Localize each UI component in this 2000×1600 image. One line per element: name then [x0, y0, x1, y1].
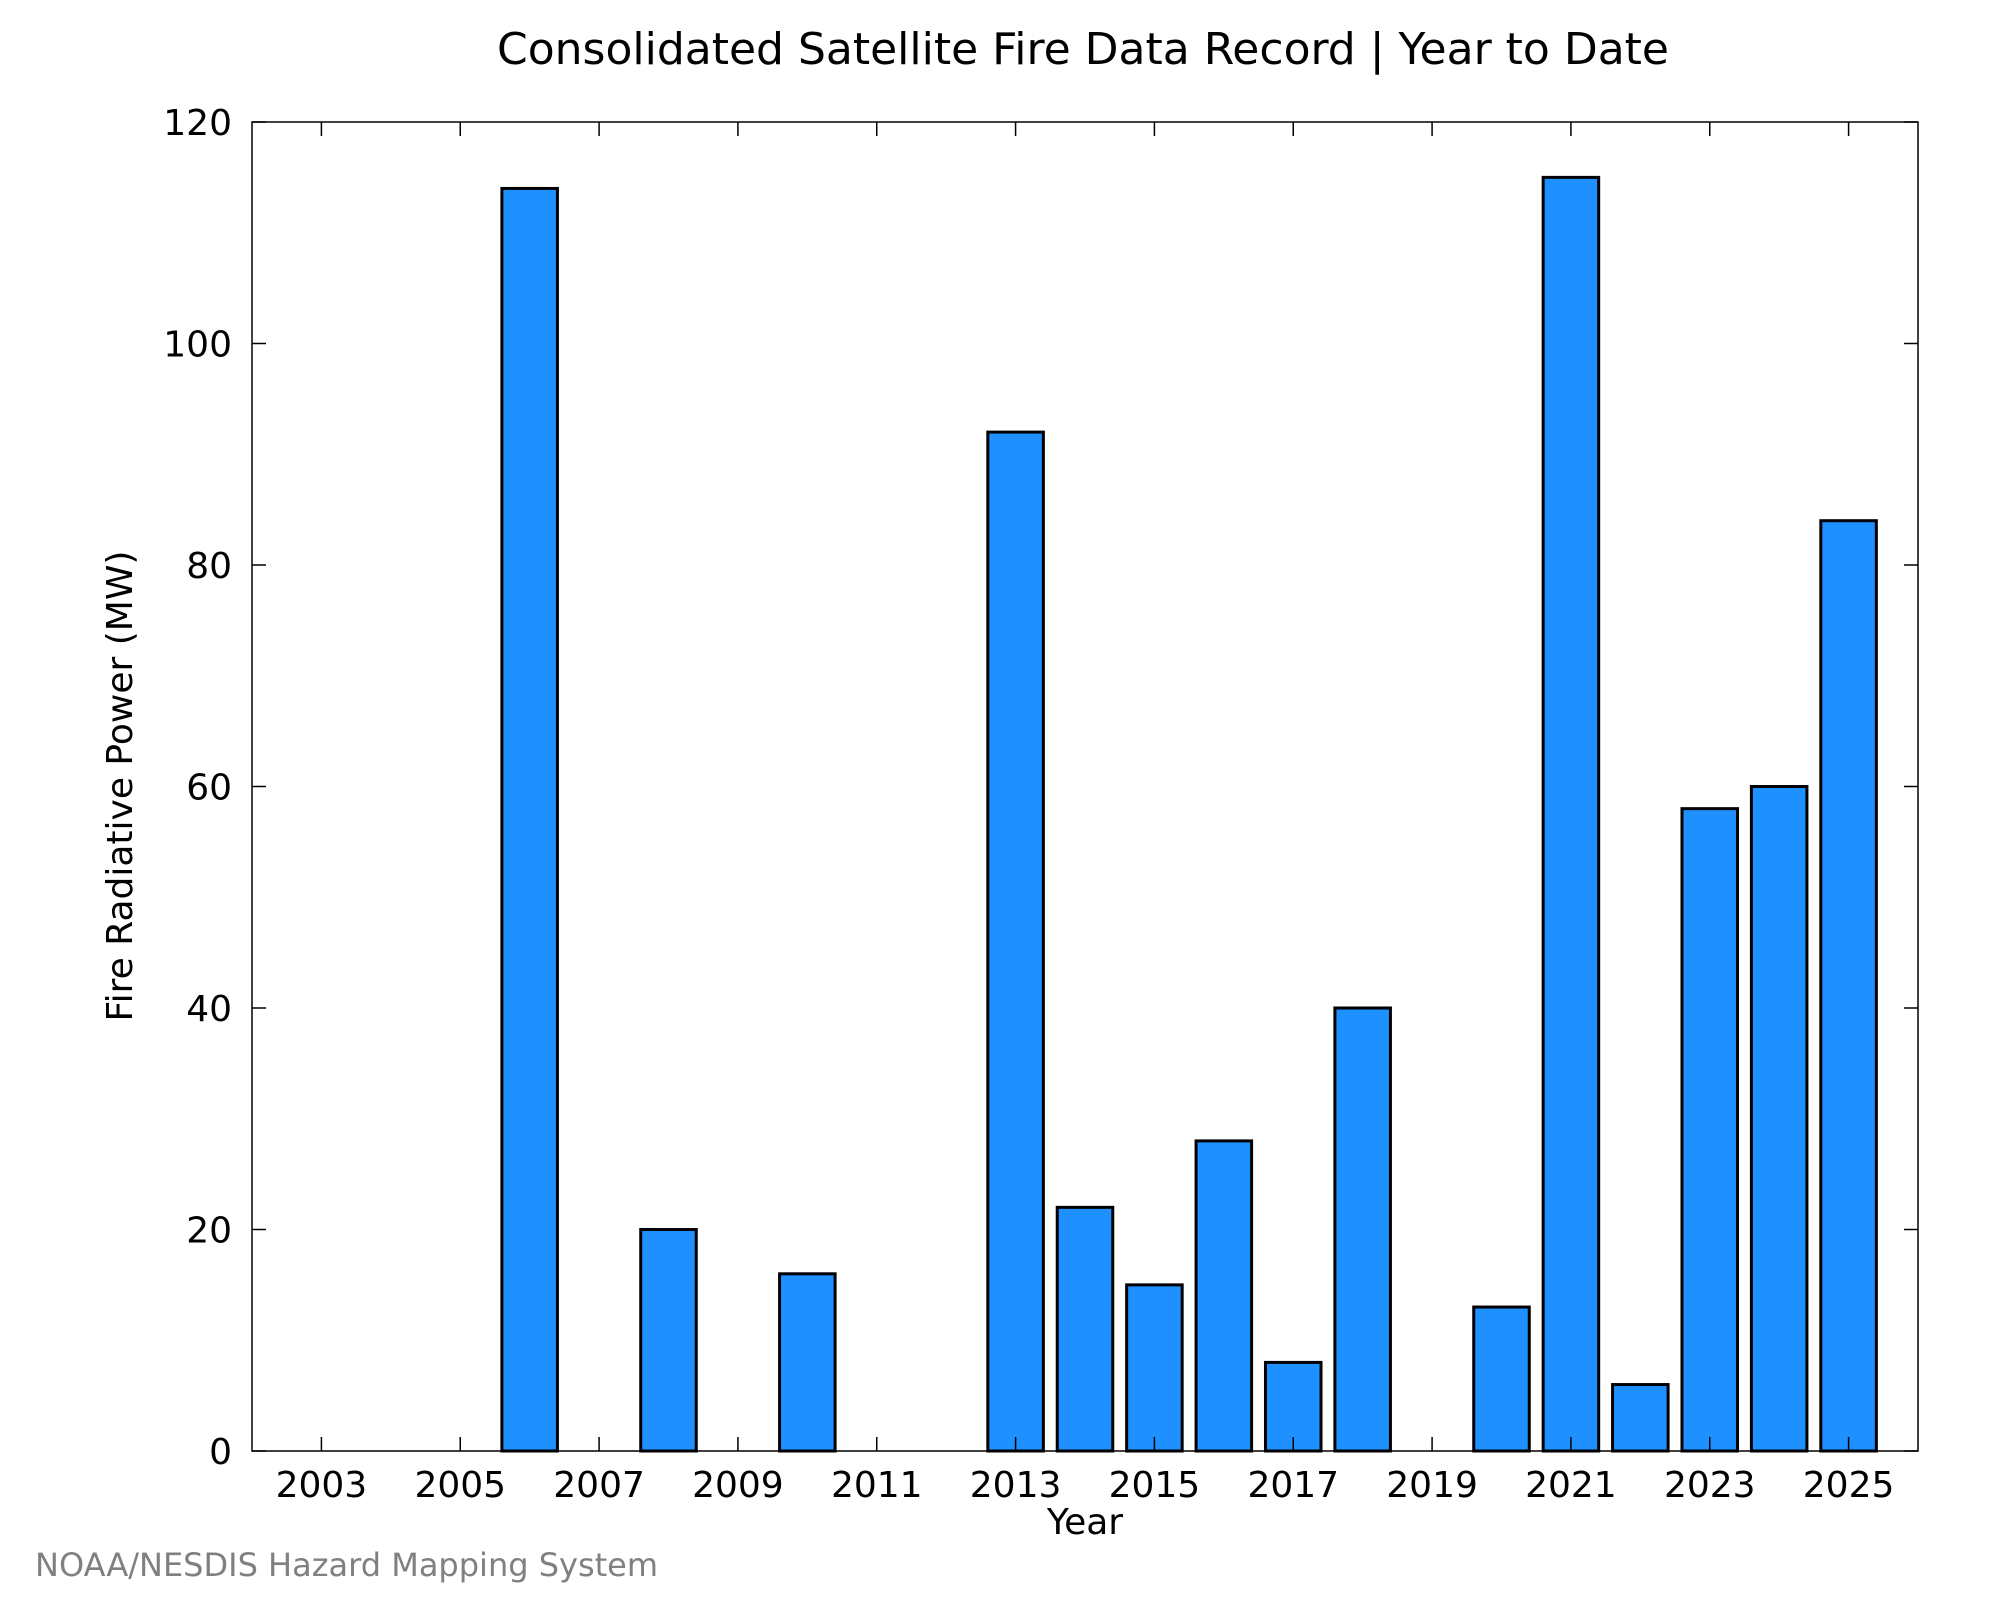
- y-tick-label: 100: [163, 325, 232, 366]
- bar-2010: [778, 1272, 837, 1453]
- bar-2021: [1541, 175, 1601, 1453]
- bar-2023: [1680, 807, 1740, 1453]
- bar-2020: [1472, 1305, 1531, 1453]
- chart-title: Consolidated Satellite Fire Data Record …: [497, 24, 1669, 75]
- bar-2006: [500, 186, 559, 1453]
- bar-2025: [1819, 519, 1878, 1453]
- x-tick-label: 2005: [414, 1465, 506, 1506]
- plot-area: [251, 121, 1919, 1453]
- bar-2024: [1749, 785, 1809, 1453]
- y-axis-label: Fire Radiative Power (MW): [100, 551, 141, 1022]
- y-tick-label: 60: [186, 768, 232, 809]
- y-tick-label: 20: [186, 1211, 232, 1252]
- bar-2014: [1055, 1205, 1115, 1453]
- x-tick-label: 2025: [1803, 1465, 1895, 1506]
- y-axis: 0 20 40 60 80 100 120: [163, 103, 232, 1473]
- x-tick-label: 2003: [276, 1465, 368, 1506]
- x-tick-label: 2009: [692, 1465, 784, 1506]
- x-tick-label: 2023: [1664, 1465, 1756, 1506]
- credit-text: NOAA/NESDIS Hazard Mapping System: [35, 1546, 658, 1584]
- x-tick-label: 2019: [1386, 1465, 1478, 1506]
- bars: [500, 175, 1878, 1453]
- y-tick-label: 120: [163, 103, 232, 144]
- x-tick-label: 2011: [831, 1465, 923, 1506]
- y-tick-label: 80: [186, 546, 232, 587]
- x-tick-label: 2021: [1525, 1465, 1617, 1506]
- x-tick-label: 2007: [553, 1465, 645, 1506]
- x-axis: 2003 2005 2007 2009 2011 2013 2015 2017 2019 2021…: [276, 1465, 1895, 1506]
- tick-marks: [252, 121, 1918, 1452]
- y-tick-label: 0: [209, 1432, 232, 1473]
- y-tick-label: 40: [186, 989, 232, 1030]
- bar-2008: [639, 1228, 698, 1453]
- x-tick-label: 2015: [1109, 1465, 1201, 1506]
- bar-2018: [1333, 1006, 1392, 1453]
- bar-2022: [1611, 1383, 1670, 1453]
- bar-2013: [986, 430, 1045, 1453]
- bar-2016: [1194, 1139, 1254, 1453]
- x-tick-label: 2013: [970, 1465, 1062, 1506]
- x-tick-label: 2017: [1247, 1465, 1339, 1506]
- x-axis-label: Year: [1046, 1502, 1123, 1543]
- bar-2015: [1125, 1283, 1184, 1453]
